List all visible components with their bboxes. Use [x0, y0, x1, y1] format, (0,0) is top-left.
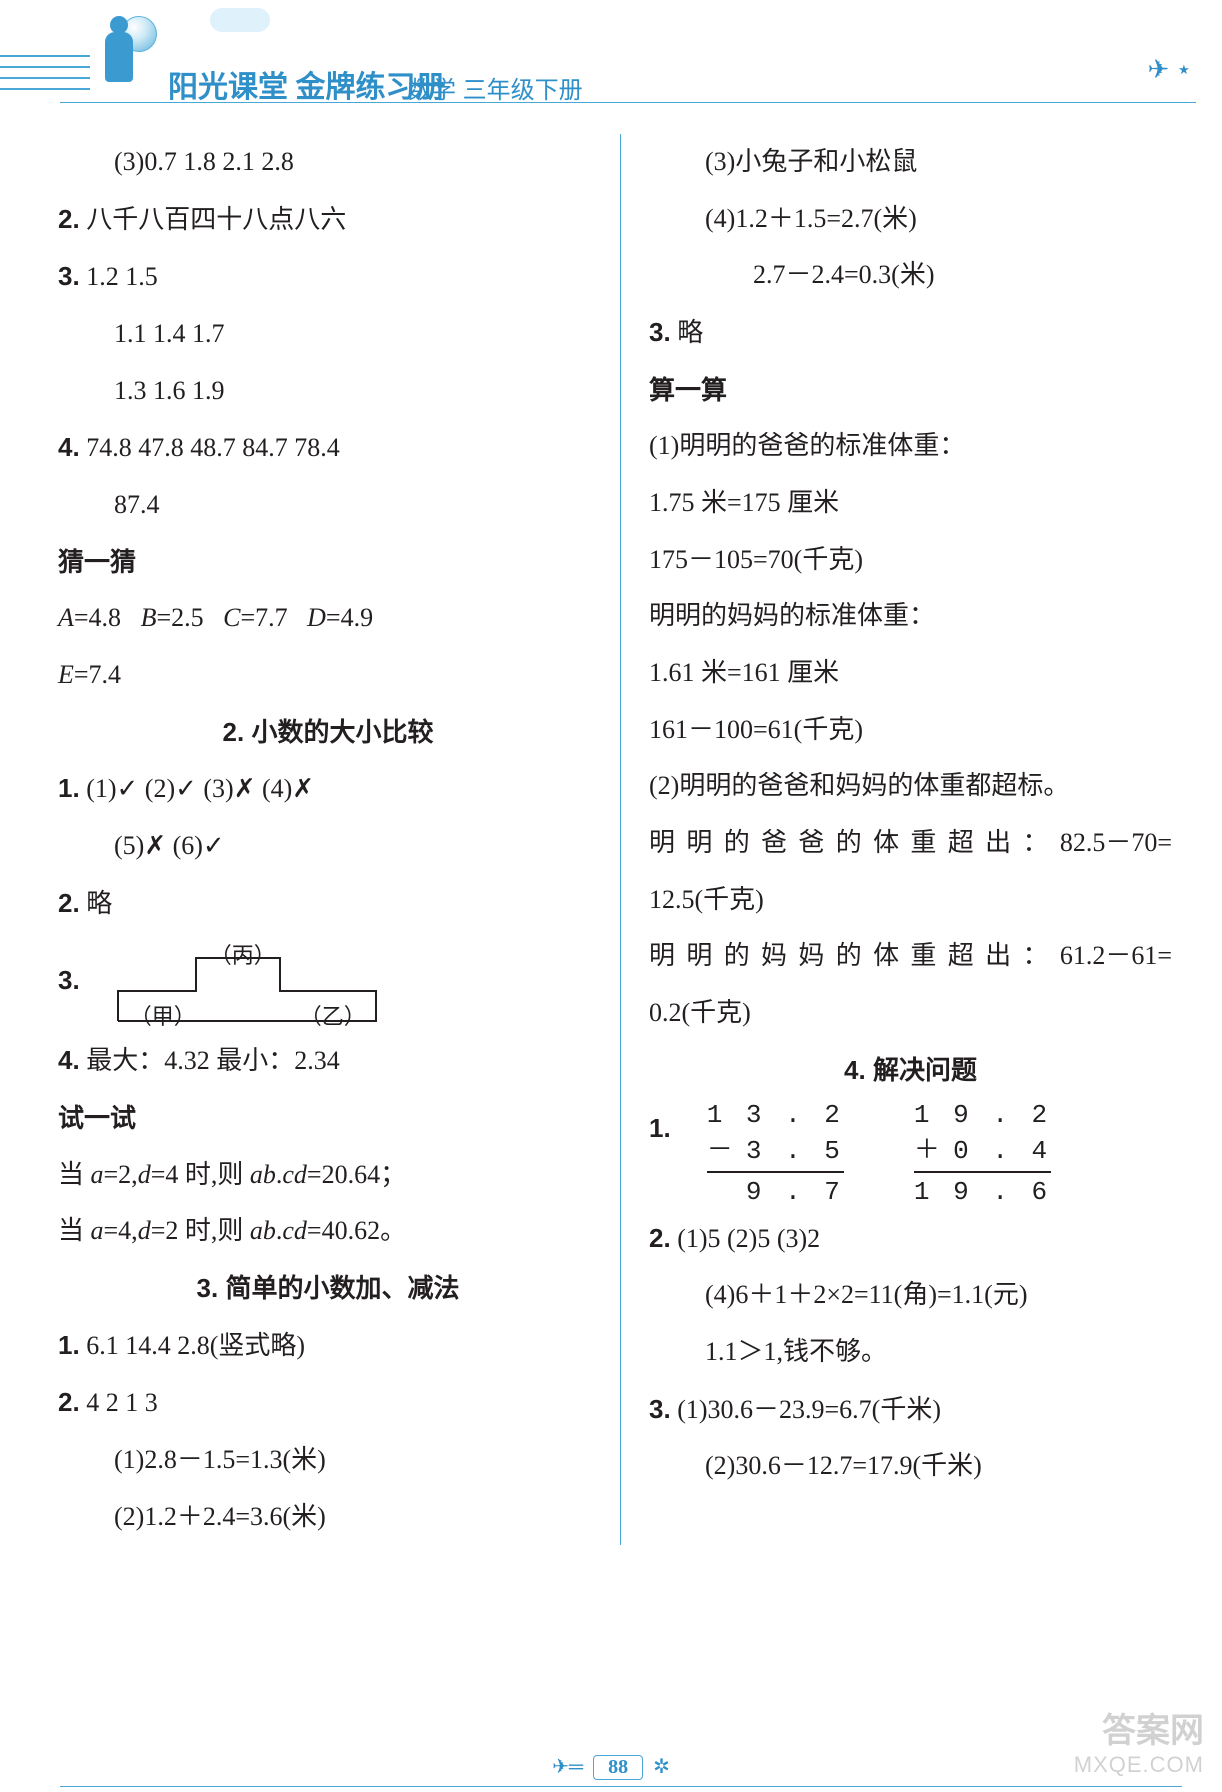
line: E=7.4	[58, 647, 598, 704]
line: 1.75 米=175 厘米	[649, 475, 1172, 532]
line: (2)30.6－12.7=17.9(千米)	[649, 1438, 1172, 1495]
cloud-deco	[210, 8, 270, 32]
calc-title: 算一算	[649, 362, 1172, 419]
line: 1.1 1.4 1.7	[58, 306, 598, 363]
line: 175－105=70(千克)	[649, 532, 1172, 589]
line: 1. (1)✓ (2)✓ (3)✗ (4)✗	[58, 760, 598, 818]
header-rule	[60, 102, 1196, 103]
staircase-diagram: （甲） （丙） （乙）	[108, 936, 398, 1026]
line: A=4.8 B=2.5 C=7.7 D=4.9	[58, 590, 598, 647]
line: (3)0.7 1.8 2.1 2.8	[58, 134, 598, 191]
right-column: (3)小兔子和小松鼠 (4)1.2＋1.5=2.7(米) 2.7－2.4=0.3…	[620, 134, 1182, 1545]
line: 0.2(千克)	[649, 985, 1172, 1042]
left-column: (3)0.7 1.8 2.1 2.8 2. 八千八百四十八点八六 3. 1.2 …	[58, 134, 620, 1545]
line: 2. (1)5 (2)5 (3)2	[649, 1210, 1172, 1268]
watermark-line2: MXQE.COM	[1074, 1752, 1204, 1778]
line: 1.61 米=161 厘米	[649, 645, 1172, 702]
line: (5)✗ (6)✓	[58, 818, 598, 875]
bird-icon: ✈ ⋆	[1147, 55, 1192, 85]
section-title-2: 2. 小数的大小比较	[58, 704, 598, 761]
line: 当 a=4,d=2 时,则 ab.cd=40.62。	[58, 1203, 598, 1260]
vertical-calc-row: 1. 1 3 . 2 － 3 . 5 9 . 7 1 9 . 2 ＋ 0 . 4…	[649, 1098, 1172, 1209]
line: 2. 4 2 1 3	[58, 1374, 598, 1432]
line: 2.7－2.4=0.3(米)	[649, 247, 1172, 304]
pinwheel-icon: ✲	[653, 1754, 670, 1779]
watermark: 答案网 MXQE.COM	[1074, 1711, 1204, 1778]
brand-title: 阳光课堂 金牌练习册	[168, 62, 446, 106]
page-header: 阳光课堂 金牌练习册 数学 三年级下册 ✈ ⋆	[0, 0, 1222, 110]
watermark-line1: 答案网	[1074, 1711, 1204, 1752]
line: 161－100=61(千克)	[649, 702, 1172, 759]
header-lines	[0, 55, 90, 100]
line: 3. （甲） （丙） （乙）	[58, 932, 598, 1032]
line: 2. 略	[58, 875, 598, 933]
plane-icon: ✈═	[552, 1754, 583, 1779]
page-footer: ✈═ 88 ✲	[0, 1754, 1222, 1780]
logo-icon	[95, 10, 155, 100]
line: (3)小兔子和小松鼠	[649, 134, 1172, 191]
try-title: 试一试	[58, 1090, 598, 1147]
vertical-calc-1: 1 3 . 2 － 3 . 5 9 . 7	[707, 1098, 844, 1209]
line: 1.1＞1,钱不够。	[649, 1324, 1172, 1381]
line: 当 a=2,d=4 时,则 ab.cd=20.64；	[58, 1147, 598, 1204]
line: 3. 1.2 1.5	[58, 248, 598, 306]
page-number: 88	[593, 1755, 643, 1780]
line: 12.5(千克)	[649, 872, 1172, 929]
line: 明明的爸爸的体重超出：82.5－70=	[649, 815, 1172, 872]
vertical-calc-2: 1 9 . 2 ＋ 0 . 4 1 9 . 6	[914, 1098, 1051, 1209]
line: 87.4	[58, 477, 598, 534]
line: (2)明明的爸爸和妈妈的体重都超标。	[649, 758, 1172, 815]
line: 3. (1)30.6－23.9=6.7(千米)	[649, 1381, 1172, 1439]
line: (4)1.2＋1.5=2.7(米)	[649, 191, 1172, 248]
line: 明明的妈妈的体重超出：61.2－61=	[649, 928, 1172, 985]
line: 明明的妈妈的标准体重：	[649, 588, 1172, 645]
line: 1.3 1.6 1.9	[58, 363, 598, 420]
line: (4)6＋1＋2×2=11(角)=1.1(元)	[649, 1267, 1172, 1324]
subject-title: 数学 三年级下册	[408, 70, 583, 105]
section-title-3: 3. 简单的小数加、减法	[58, 1260, 598, 1317]
line: (1)明明的爸爸的标准体重：	[649, 418, 1172, 475]
line: 1. 6.1 14.4 2.8(竖式略)	[58, 1317, 598, 1375]
guess-title: 猜一猜	[58, 534, 598, 591]
section-title-4: 4. 解决问题	[649, 1042, 1172, 1099]
line: 3. 略	[649, 304, 1172, 362]
line: (2)1.2＋2.4=3.6(米)	[58, 1489, 598, 1546]
line: 2. 八千八百四十八点八六	[58, 191, 598, 249]
line: 4. 74.8 47.8 48.7 84.7 78.4	[58, 419, 598, 477]
content-columns: (3)0.7 1.8 2.1 2.8 2. 八千八百四十八点八六 3. 1.2 …	[0, 110, 1222, 1545]
line: (1)2.8－1.5=1.3(米)	[58, 1432, 598, 1489]
